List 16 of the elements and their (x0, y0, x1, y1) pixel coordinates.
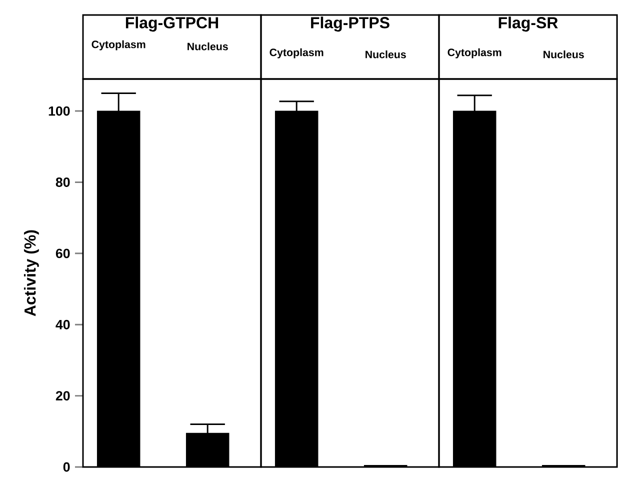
y-tick-label: 0 (63, 462, 70, 472)
chart-title: Flag-PTPS (311, 16, 390, 32)
y-axis-title: Activity (%) (24, 230, 39, 316)
chart-title: Flag-GTPCH (126, 16, 218, 32)
x-tick-label: Cytoplasm (270, 48, 324, 58)
x-tick-label: Nucleus (544, 50, 584, 58)
y-tick-label: 100 (48, 106, 70, 116)
x-tick-label: Nucleus (188, 42, 228, 50)
x-tick-label: Cytoplasm (448, 48, 502, 58)
x-tick-label: Cytoplasm (92, 40, 146, 50)
y-tick-label: 40 (56, 320, 70, 330)
chart-title: Flag-SR (498, 16, 558, 32)
x-tick-label: Nucleus (366, 50, 406, 58)
y-tick-label: 80 (56, 178, 70, 187)
y-tick-label: 60 (56, 248, 70, 258)
y-tick-label: 20 (56, 391, 70, 401)
